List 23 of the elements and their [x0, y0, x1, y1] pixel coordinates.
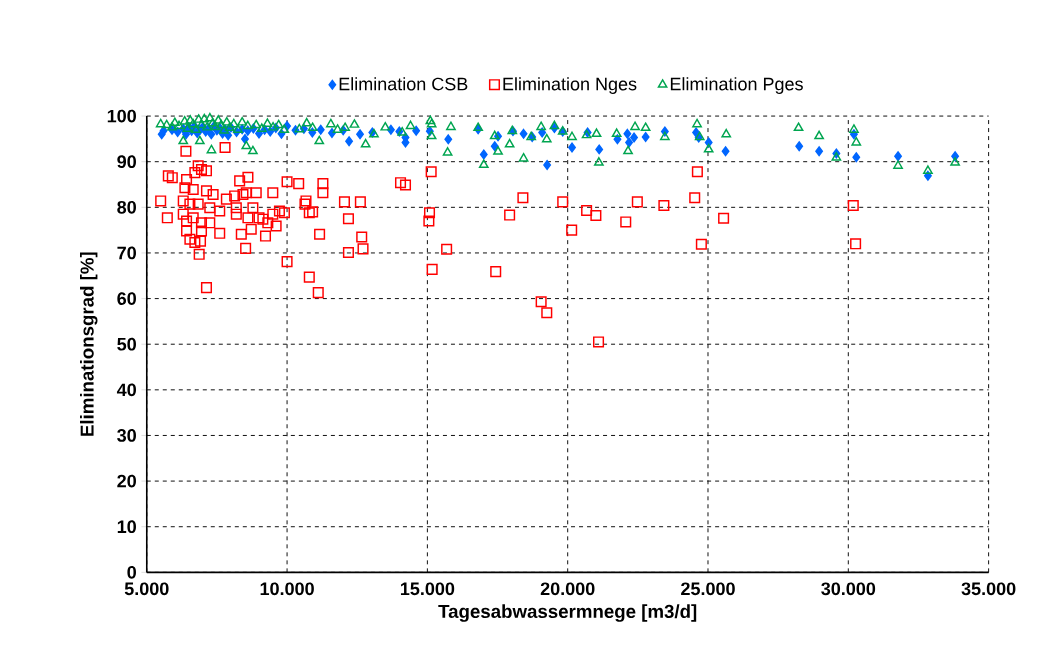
x-tick-label: 25.000	[681, 582, 735, 595]
y-tick-label: 20	[117, 474, 136, 488]
y-tick-label: 0	[127, 565, 136, 579]
y-tick-label: 60	[117, 292, 136, 305]
y-axis-title: Eliminationsgrad [%]	[80, 252, 98, 436]
y-tick-label: 40	[116, 383, 136, 396]
x-tick-label: 30.000	[821, 582, 876, 595]
y-tick-label: 90	[117, 155, 136, 168]
x-axis-title: Tagesabwassermnege [m3/d]	[438, 604, 697, 622]
x-tick-label: 20.000	[540, 582, 595, 595]
legend-label: Elimination CSB	[339, 76, 468, 91]
legend-label: Elimination Nges	[503, 76, 637, 94]
x-tick-label: 5.000	[124, 582, 169, 595]
y-tick-label: 70	[117, 246, 136, 260]
y-tick-label: 100	[107, 109, 136, 123]
y-tick-label: 50	[117, 337, 136, 351]
x-tick-label: 35.000	[961, 582, 1016, 595]
x-tick-label: 10.000	[260, 582, 314, 595]
x-tick-label: 15.000	[400, 582, 455, 595]
y-tick-label: 30	[117, 428, 136, 442]
y-tick-label: 80	[117, 200, 136, 214]
legend-label: Elimination Pges	[670, 76, 803, 94]
y-tick-label: 10	[117, 520, 136, 533]
